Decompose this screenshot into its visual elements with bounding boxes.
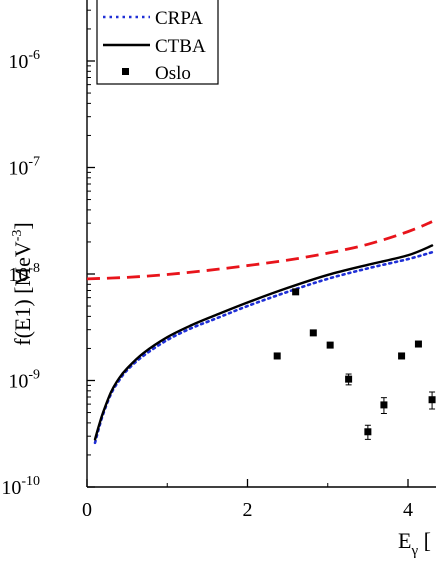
legend: CRPA CTBA Oslo — [96, 0, 219, 85]
oslo-point — [309, 329, 317, 337]
legend-swatch-oslo — [122, 68, 129, 75]
oslo-point — [380, 401, 388, 409]
y-tick-base: 10 — [8, 371, 28, 393]
x-tick-label: 4 — [403, 499, 413, 521]
y-tick-base: 10 — [8, 264, 28, 286]
series-line-crpa — [93, 250, 434, 445]
x-tick-label: 0 — [82, 499, 92, 521]
y-tick-label: 10-9 — [8, 368, 40, 393]
oslo-point — [292, 288, 300, 296]
y-tick-base: 10 — [8, 51, 28, 73]
oslo-point — [428, 396, 436, 404]
oslo-point — [398, 352, 406, 360]
x-axis-title-main: E — [398, 528, 411, 553]
x-ticks: 0 2 4 — [82, 479, 413, 521]
x-axis-title-sub: γ — [410, 543, 418, 559]
series-group — [87, 220, 436, 445]
y-tick-label: 10-10 — [1, 474, 40, 499]
series-line-dashed — [87, 220, 433, 281]
legend-label-oslo: Oslo — [155, 63, 191, 84]
legend-label-ctba: CTBA — [155, 36, 206, 57]
y-tick-exponent: -7 — [28, 155, 40, 170]
y-tick-exponent: -6 — [28, 48, 40, 63]
y-axis-title-main: f(E1) [MeV — [10, 241, 35, 346]
y-tick-label: 10-7 — [8, 155, 40, 180]
y-axis-title-sup: -3 — [10, 230, 25, 242]
y-axis-title: f(E1) [MeV-3] — [10, 222, 35, 345]
oslo-point — [364, 428, 372, 436]
y-tick-exponent: -10 — [21, 474, 40, 489]
oslo-point — [345, 375, 353, 383]
y-tick-label: 10-6 — [8, 48, 40, 73]
y-tick-base: 10 — [8, 158, 28, 180]
x-axis-title-rest: [ — [418, 528, 431, 553]
y-tick-exponent: -8 — [28, 261, 40, 276]
oslo-point — [414, 340, 422, 348]
oslo-point — [273, 352, 281, 360]
x-axis-title: Eγ [ — [398, 528, 431, 559]
oslo-point — [326, 341, 334, 349]
y-axis-title-rest: ] — [10, 222, 35, 229]
legend-label-crpa: CRPA — [155, 8, 203, 29]
y-tick-label: 10-8 — [8, 261, 40, 286]
y-tick-exponent: -9 — [28, 368, 40, 383]
x-tick-label: 2 — [243, 499, 253, 521]
series-line-ctba — [93, 244, 434, 441]
y-tick-base: 10 — [1, 477, 21, 499]
legend-box — [96, 0, 219, 85]
